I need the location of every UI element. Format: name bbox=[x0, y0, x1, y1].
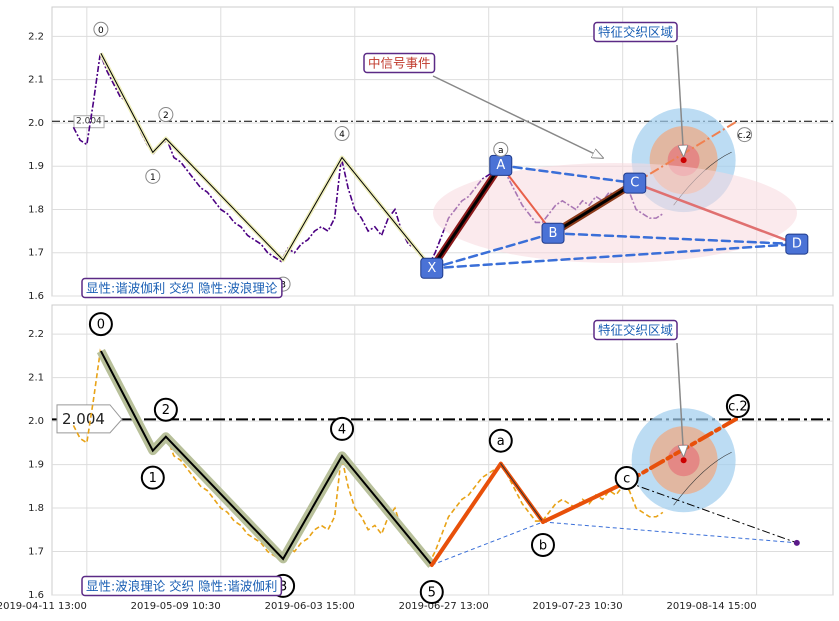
wave-label: 1 bbox=[149, 471, 157, 486]
wave-label-circle bbox=[488, 428, 513, 453]
x-tick-label: 2019-06-27 13:00 bbox=[399, 601, 489, 612]
harmonic-label: D bbox=[792, 237, 802, 252]
wave-line bbox=[100, 53, 433, 269]
wave-label: 5 bbox=[428, 586, 436, 601]
x-tick-label: 2019-07-23 10:30 bbox=[533, 601, 623, 612]
wave-label: c.2 bbox=[738, 131, 752, 141]
y-tick-label: 1.7 bbox=[28, 547, 44, 558]
subwave-thin bbox=[500, 463, 544, 523]
wave-label: a bbox=[497, 434, 505, 449]
wave-label-circle bbox=[88, 312, 113, 337]
wave-label-circle bbox=[93, 21, 109, 37]
annotation-box bbox=[81, 575, 283, 597]
harmonic-leg bbox=[499, 164, 555, 235]
harmonic-label: B bbox=[549, 226, 558, 241]
reference-label: 2.004 bbox=[76, 117, 102, 127]
wave-label: 2 bbox=[163, 111, 169, 121]
harmonic-label: X bbox=[427, 261, 436, 276]
wave-label: 1 bbox=[150, 173, 156, 183]
y-tick-label: 1.8 bbox=[28, 204, 44, 215]
annotation-box bbox=[593, 319, 678, 341]
y-tick-label: 2.1 bbox=[28, 75, 44, 86]
wave-label-circle bbox=[334, 126, 350, 142]
annotation: 中信号事件 bbox=[368, 56, 431, 71]
wave-label-circle bbox=[145, 168, 161, 184]
dashed-link bbox=[431, 521, 544, 566]
wave-label-circle bbox=[419, 580, 444, 604]
dashed-link bbox=[542, 521, 797, 544]
harmonic-dashed bbox=[430, 232, 555, 270]
y-tick-label: 2.0 bbox=[28, 416, 44, 427]
dashdot-link bbox=[626, 481, 797, 544]
y-tick-label: 1.8 bbox=[28, 503, 44, 514]
harmonic-label: C bbox=[630, 176, 639, 191]
y-tick-label: 1.9 bbox=[28, 460, 44, 471]
harmonic-dashed bbox=[430, 242, 799, 270]
end-point bbox=[793, 539, 800, 546]
annotation-box bbox=[593, 21, 678, 43]
x-tick-label: 2019-05-09 10:30 bbox=[131, 601, 221, 612]
annotation: 显性:谐波伽利 交织 隐性:波浪理论 bbox=[86, 281, 278, 296]
harmonic-leg bbox=[633, 181, 799, 246]
x-tick-label: 2019-06-03 15:00 bbox=[265, 601, 355, 612]
zone-center bbox=[680, 157, 687, 164]
annotation-box bbox=[81, 277, 283, 299]
wave-label-circle bbox=[140, 465, 165, 490]
wave-label: 0 bbox=[97, 318, 105, 333]
harmonic-label-box bbox=[541, 222, 565, 244]
reference-label: 2.004 bbox=[62, 410, 105, 428]
wave-label: c.2 bbox=[728, 400, 748, 415]
wave-label-circle bbox=[330, 416, 355, 441]
y-tick-label: 1.7 bbox=[28, 248, 44, 259]
annotation-box bbox=[363, 52, 436, 74]
wave-label: 4 bbox=[338, 422, 346, 437]
y-tick-label: 2.0 bbox=[28, 118, 44, 129]
wave-label: b bbox=[539, 538, 547, 553]
y-tick-label: 2.2 bbox=[28, 329, 44, 340]
wave-label-circle bbox=[530, 532, 555, 557]
harmonic-label-box bbox=[623, 172, 647, 194]
y-tick-label: 2.1 bbox=[28, 373, 44, 384]
y-tick-label: 1.6 bbox=[28, 590, 44, 601]
annotation: 显性:波浪理论 交织 隐性:谐波伽利 bbox=[86, 579, 277, 594]
annotation: 特征交织区域 bbox=[598, 25, 673, 40]
harmonic-label: A bbox=[496, 158, 505, 173]
subwave-leg bbox=[540, 479, 629, 524]
wave-label: 3 bbox=[280, 281, 286, 291]
wave-label: c bbox=[623, 471, 630, 486]
harmonic-zone bbox=[433, 163, 797, 263]
subwave-leg bbox=[429, 461, 503, 567]
harmonic-leg bbox=[551, 181, 637, 235]
x-tick-label: 2019-08-14 15:00 bbox=[667, 601, 757, 612]
wave-label-circle bbox=[158, 107, 174, 123]
harmonic-leg bbox=[430, 163, 503, 270]
wave-label: 0 bbox=[98, 26, 104, 36]
wave-label: a bbox=[498, 146, 504, 156]
annotation-arrow bbox=[676, 342, 684, 456]
annotation-arrow bbox=[432, 75, 603, 158]
harmonic-dashed bbox=[499, 164, 636, 185]
wave-label-circle bbox=[725, 394, 750, 419]
annotation-arrow bbox=[676, 44, 684, 156]
wave-label-circle bbox=[493, 141, 509, 157]
annotation: 特征交织区域 bbox=[598, 323, 673, 338]
wave-label-circle bbox=[614, 465, 639, 490]
wave-label: 3 bbox=[279, 579, 287, 594]
x-tick-label: 2019-04-11 13:00 bbox=[0, 601, 87, 612]
wave-label: 2 bbox=[162, 403, 170, 418]
harmonic-label-box bbox=[785, 233, 809, 255]
wave-label-circle bbox=[737, 127, 753, 143]
wave-line bbox=[100, 350, 433, 566]
zone-center bbox=[680, 457, 687, 464]
harmonic-dashed bbox=[551, 232, 799, 246]
y-tick-label: 2.2 bbox=[28, 31, 44, 42]
wave-label-circle bbox=[153, 397, 178, 422]
wave-label: 4 bbox=[339, 130, 345, 140]
zone-arc bbox=[673, 451, 732, 506]
y-tick-label: 1.6 bbox=[28, 291, 44, 302]
harmonic-label-box bbox=[420, 257, 444, 279]
price-line bbox=[72, 348, 664, 567]
y-tick-label: 1.9 bbox=[28, 161, 44, 172]
